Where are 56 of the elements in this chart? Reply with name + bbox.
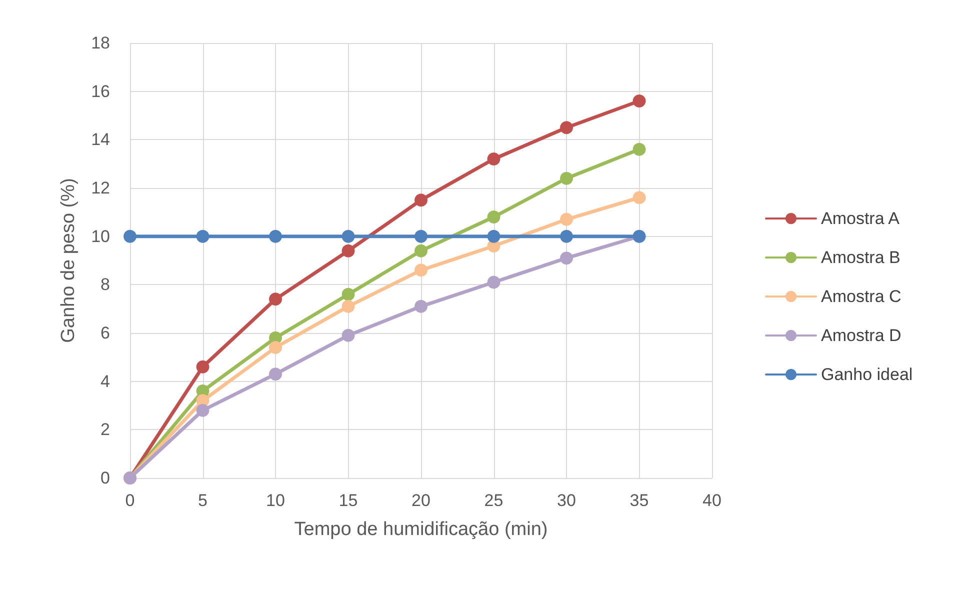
point [414,244,428,258]
point [414,194,428,207]
x-tick-label: 5 [198,491,208,510]
y-axis-title: Ganho de peso (%) [58,178,79,343]
x-tick-label: 35 [630,491,649,510]
point [269,341,282,354]
point [560,121,573,134]
point [632,142,646,156]
point [342,230,355,243]
y-tick-label: 16 [91,82,110,101]
point [342,300,355,313]
point [487,152,500,166]
y-tick-label: 4 [100,372,110,391]
y-tick-label: 12 [91,178,110,198]
point [342,328,355,342]
point [560,230,573,243]
point [560,172,573,185]
y-tick-label: 2 [100,420,110,440]
point [560,212,573,226]
point [342,244,355,258]
x-tick-label: 10 [266,491,285,510]
x-tick-label: 30 [557,491,576,510]
point [196,230,210,243]
x-tick-label: 15 [338,491,358,510]
y-tick-label: 0 [100,468,110,488]
x-tick-label: 20 [412,491,430,510]
point [196,360,210,374]
legend-label: Amostra C [821,287,902,306]
point [196,404,210,417]
x-tick-label: 40 [702,491,722,510]
x-tick-label: 25 [484,491,504,510]
point [487,210,500,224]
y-tick-label: 8 [100,275,110,294]
point [414,300,428,313]
x-tick-label: 0 [125,491,135,510]
y-tick-label: 14 [91,130,110,150]
point [632,191,646,204]
x-axis-title: Tempo de humidificação (min) [294,519,548,540]
legend-label: Amostra A [821,209,900,228]
point [487,276,500,289]
point [560,252,573,265]
y-tick-label: 6 [100,324,110,342]
legend-label: Ganho ideal [821,365,913,384]
point [414,264,428,277]
point [487,230,500,243]
point [342,288,355,301]
point [632,94,646,108]
legend-label: Amostra B [821,248,900,267]
legend-label: Amostra D [821,326,902,345]
point [269,368,282,381]
y-tick-label: 18 [91,34,110,52]
point [414,230,428,243]
y-tick-label: 10 [91,226,110,246]
point [269,292,282,306]
point [124,230,136,243]
point [269,230,282,243]
